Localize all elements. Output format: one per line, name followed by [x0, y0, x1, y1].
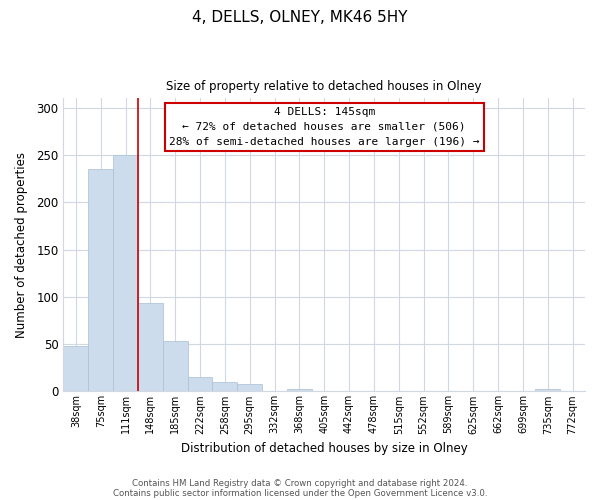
Bar — [64, 346, 88, 392]
Text: 4 DELLS: 145sqm
← 72% of detached houses are smaller (506)
28% of semi-detached : 4 DELLS: 145sqm ← 72% of detached houses… — [169, 107, 479, 146]
Bar — [237, 384, 262, 392]
Bar — [287, 388, 312, 392]
Text: Contains HM Land Registry data © Crown copyright and database right 2024.: Contains HM Land Registry data © Crown c… — [132, 478, 468, 488]
Bar — [212, 382, 237, 392]
Bar — [188, 377, 212, 392]
Bar — [138, 304, 163, 392]
Text: 4, DELLS, OLNEY, MK46 5HY: 4, DELLS, OLNEY, MK46 5HY — [192, 10, 408, 25]
Bar — [113, 155, 138, 392]
Bar — [163, 342, 188, 392]
Bar — [535, 390, 560, 392]
Title: Size of property relative to detached houses in Olney: Size of property relative to detached ho… — [166, 80, 482, 93]
Y-axis label: Number of detached properties: Number of detached properties — [15, 152, 28, 338]
Bar — [88, 169, 113, 392]
X-axis label: Distribution of detached houses by size in Olney: Distribution of detached houses by size … — [181, 442, 467, 455]
Text: Contains public sector information licensed under the Open Government Licence v3: Contains public sector information licen… — [113, 488, 487, 498]
